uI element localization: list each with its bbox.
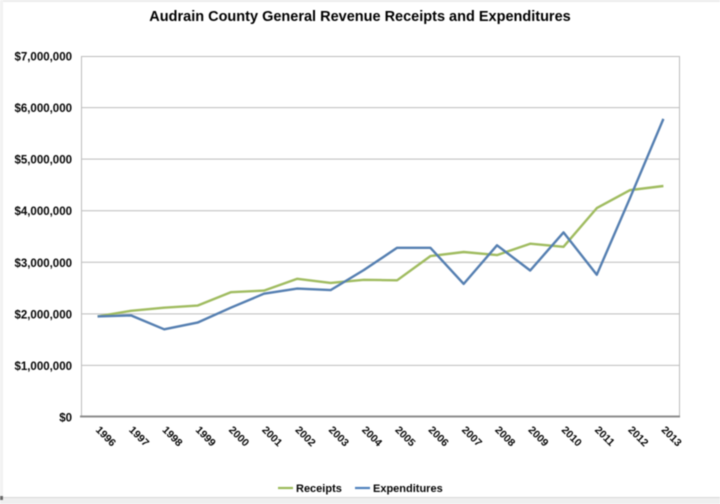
svg-text:$2,000,000: $2,000,000: [14, 309, 72, 321]
svg-text:$7,000,000: $7,000,000: [14, 52, 72, 64]
svg-text:Receipts: Receipts: [296, 483, 342, 495]
svg-text:$0: $0: [59, 413, 72, 425]
svg-text:$3,000,000: $3,000,000: [14, 258, 72, 270]
svg-text:$1,000,000: $1,000,000: [14, 361, 72, 373]
svg-text:$6,000,000: $6,000,000: [14, 103, 72, 115]
svg-text:Audrain County General Revenue: Audrain County General Revenue Receipts …: [149, 9, 570, 25]
svg-text:$4,000,000: $4,000,000: [14, 206, 72, 218]
svg-text:$5,000,000: $5,000,000: [14, 155, 72, 167]
svg-text:Expenditures: Expenditures: [373, 483, 443, 495]
